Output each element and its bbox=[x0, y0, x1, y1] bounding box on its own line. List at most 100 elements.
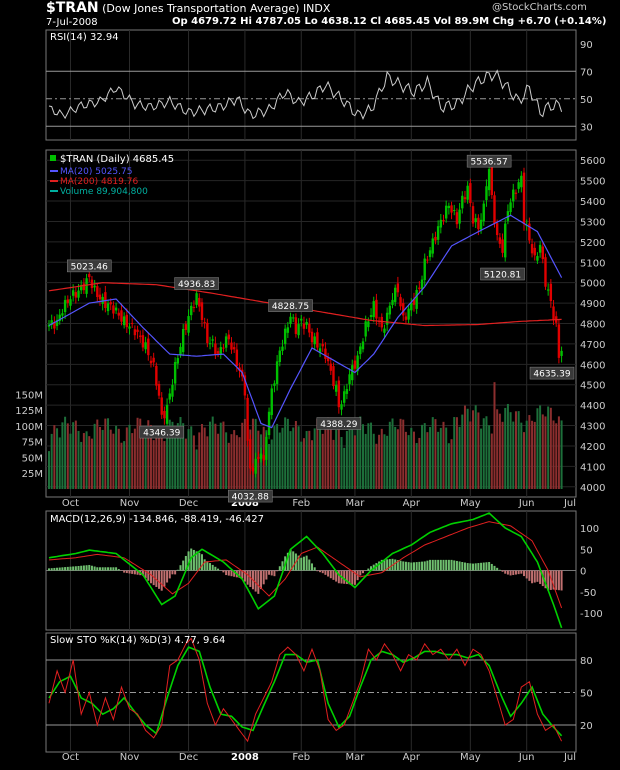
volume-bar bbox=[477, 412, 480, 489]
candle-body bbox=[399, 297, 402, 307]
volume-bar bbox=[292, 427, 295, 489]
macd-histogram-bar bbox=[523, 570, 526, 577]
volume-bar bbox=[482, 418, 485, 489]
candle-body bbox=[388, 305, 392, 315]
month-label: Dec bbox=[179, 752, 198, 763]
candle-body bbox=[302, 323, 306, 329]
macd-histogram-bar bbox=[308, 559, 311, 571]
volume-bar bbox=[453, 417, 456, 489]
volume-bar bbox=[48, 451, 50, 489]
macd-histogram-bar bbox=[426, 560, 429, 571]
volume-bar bbox=[426, 432, 429, 489]
volume-bar bbox=[230, 434, 233, 489]
macd-histogram-bar bbox=[233, 570, 236, 577]
volume-bar bbox=[351, 426, 354, 489]
macd-histogram-bar bbox=[361, 570, 364, 574]
candle-body bbox=[53, 322, 56, 329]
volume-tick-label: 25M bbox=[22, 469, 43, 480]
candle-body bbox=[552, 306, 555, 320]
volume-bar bbox=[209, 421, 212, 489]
price-tick-label: 4900 bbox=[580, 299, 605, 310]
candle-body bbox=[139, 335, 142, 337]
candle-body bbox=[560, 350, 563, 356]
candle-body bbox=[77, 290, 80, 298]
candle-body bbox=[426, 259, 429, 261]
macd-histogram-bar bbox=[270, 570, 273, 576]
volume-bar bbox=[340, 436, 343, 489]
volume-bar bbox=[439, 427, 442, 489]
macd-histogram-bar bbox=[171, 570, 174, 575]
candle-body bbox=[498, 237, 502, 244]
volume-bar bbox=[463, 405, 466, 489]
macd-histogram-bar bbox=[50, 568, 53, 571]
candle-body bbox=[155, 365, 158, 386]
candle-body bbox=[55, 319, 59, 326]
volume-bar bbox=[536, 408, 539, 489]
price-tick-label: 4400 bbox=[580, 401, 605, 412]
candle-body bbox=[74, 292, 78, 298]
volume-bar bbox=[192, 435, 195, 489]
macd-histogram-bar bbox=[241, 570, 244, 579]
macd-histogram-bar bbox=[321, 570, 324, 574]
macd-histogram-bar bbox=[466, 563, 469, 571]
volume-bar bbox=[442, 421, 445, 489]
macd-histogram-bar bbox=[104, 567, 107, 571]
candle-body bbox=[557, 324, 561, 358]
macd-histogram-bar bbox=[455, 560, 458, 571]
volume-bar bbox=[158, 432, 161, 489]
macd-histogram-bar bbox=[90, 565, 93, 571]
macd-histogram-bar bbox=[249, 570, 252, 587]
volume-bar bbox=[391, 418, 394, 489]
macd-histogram-bar bbox=[501, 570, 504, 572]
macd-histogram-bar bbox=[93, 566, 96, 571]
macd-histogram-bar bbox=[292, 551, 295, 571]
volume-bar bbox=[166, 429, 169, 489]
macd-histogram-bar bbox=[112, 567, 115, 571]
candle-body bbox=[141, 335, 145, 348]
volume-bar bbox=[353, 435, 356, 489]
volume-bar bbox=[128, 424, 131, 489]
volume-bar bbox=[415, 443, 418, 489]
legend-entry: Volume 89,904,800 bbox=[60, 187, 148, 197]
candle-body bbox=[130, 322, 134, 324]
volume-bar bbox=[525, 420, 528, 489]
volume-bar bbox=[219, 422, 222, 489]
candle-body bbox=[246, 397, 249, 441]
candle-body bbox=[485, 186, 488, 201]
volume-bar bbox=[176, 423, 179, 489]
volume-bar bbox=[107, 418, 110, 489]
candle-body bbox=[512, 189, 515, 202]
macd-histogram-bar bbox=[539, 570, 542, 584]
candle-body bbox=[176, 358, 180, 364]
candle-body bbox=[163, 410, 166, 419]
volume-bar bbox=[332, 439, 335, 489]
volume-bar bbox=[206, 436, 209, 489]
macd-histogram-bar bbox=[327, 570, 330, 577]
volume-bar bbox=[276, 423, 279, 489]
price-tick-label: 5300 bbox=[580, 217, 605, 228]
candle-body bbox=[230, 342, 233, 350]
macd-histogram-bar bbox=[147, 570, 150, 581]
volume-bar bbox=[474, 405, 477, 489]
candle-body bbox=[128, 326, 131, 329]
macd-histogram-bar bbox=[117, 569, 120, 571]
volume-bar bbox=[496, 409, 499, 489]
candle-body bbox=[125, 314, 129, 328]
candle-body bbox=[171, 384, 174, 397]
candle-body bbox=[318, 348, 322, 354]
exchange: INDX bbox=[302, 2, 331, 15]
price-label-box bbox=[466, 154, 512, 168]
candle-body bbox=[187, 316, 190, 333]
macd-histogram-bar bbox=[286, 552, 289, 571]
macd-histogram-bar bbox=[262, 570, 265, 585]
volume-bar bbox=[504, 407, 507, 489]
macd-histogram-bar bbox=[394, 559, 397, 571]
price-label-box bbox=[139, 425, 184, 439]
candle-body bbox=[474, 218, 477, 223]
macd-histogram-bar bbox=[353, 570, 356, 585]
candle-body bbox=[415, 290, 418, 309]
macd-histogram-bar bbox=[544, 570, 547, 589]
macd-histogram-bar bbox=[278, 566, 281, 571]
candle-body bbox=[216, 351, 220, 354]
month-label: Dec bbox=[179, 498, 198, 509]
